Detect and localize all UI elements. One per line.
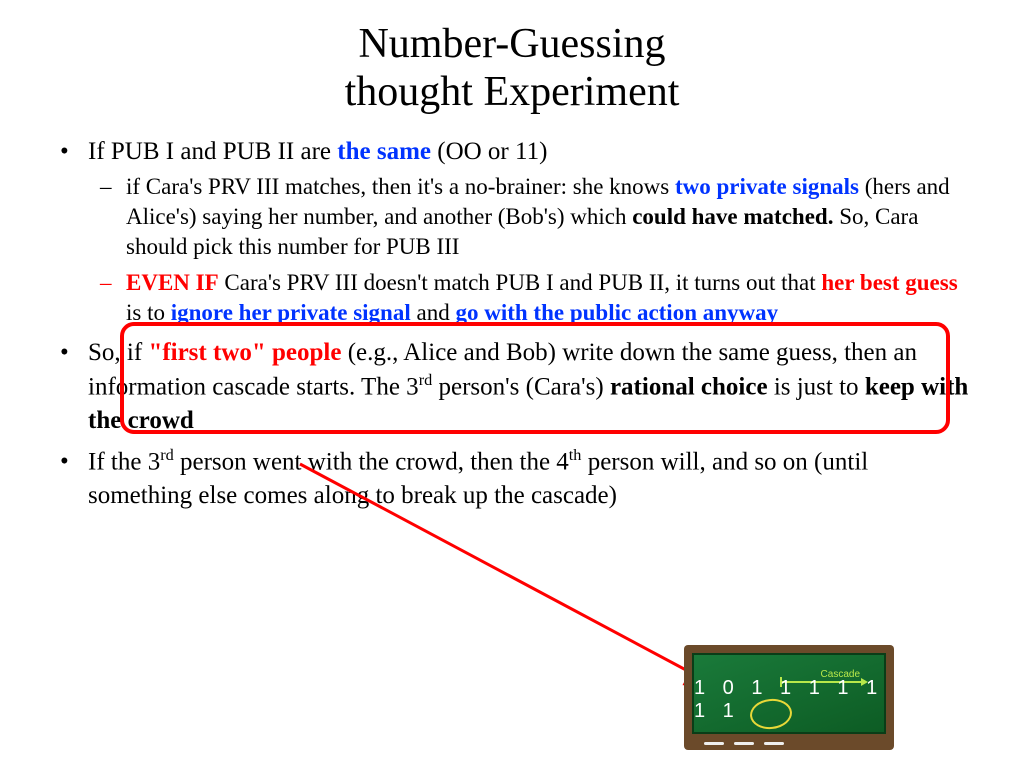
text: If the 3 xyxy=(88,449,160,476)
title-line-2: thought Experiment xyxy=(345,69,680,115)
emphasis-evenif: EVEN IF xyxy=(126,270,219,295)
highlight-box xyxy=(120,322,950,434)
text: Cara's PRV III doesn't match PUB I and P… xyxy=(219,270,822,295)
slide-title: Number-Guessing thought Experiment xyxy=(50,20,974,117)
ordinal: rd xyxy=(160,446,174,464)
text: if Cara's PRV III matches, then it's a n… xyxy=(126,174,675,199)
title-line-1: Number-Guessing xyxy=(358,21,665,67)
emphasis: her best guess xyxy=(821,270,957,295)
bullet-3: If the 3rd person went with the crowd, t… xyxy=(50,445,974,513)
sub-bullet-1-2: EVEN IF Cara's PRV III doesn't match PUB… xyxy=(88,268,974,328)
bullet-1: If PUB I and PUB II are the same (OO or … xyxy=(50,135,974,328)
emphasis: two private signals xyxy=(675,174,859,199)
slide: Number-Guessing thought Experiment If PU… xyxy=(0,0,1024,541)
sub-list-1: if Cara's PRV III matches, then it's a n… xyxy=(88,172,974,327)
sub-bullet-1-1: if Cara's PRV III matches, then it's a n… xyxy=(88,172,974,262)
text: If PUB I and PUB II are xyxy=(88,138,337,165)
chalkboard-digits: 1 0 1 1 1 1 1 1 1 xyxy=(694,677,884,723)
board-surface: Cascade 1 0 1 1 1 1 1 1 1 xyxy=(692,653,886,734)
text: (OO or 11) xyxy=(431,138,547,165)
chalk-tray xyxy=(704,740,874,746)
chalkboard-graphic: Cascade 1 0 1 1 1 1 1 1 1 xyxy=(684,645,894,750)
emphasis-same: the same xyxy=(337,138,431,165)
emphasis: could have matched. xyxy=(632,204,833,229)
ordinal: th xyxy=(569,446,582,464)
text: person went with the crowd, then the 4 xyxy=(174,449,569,476)
